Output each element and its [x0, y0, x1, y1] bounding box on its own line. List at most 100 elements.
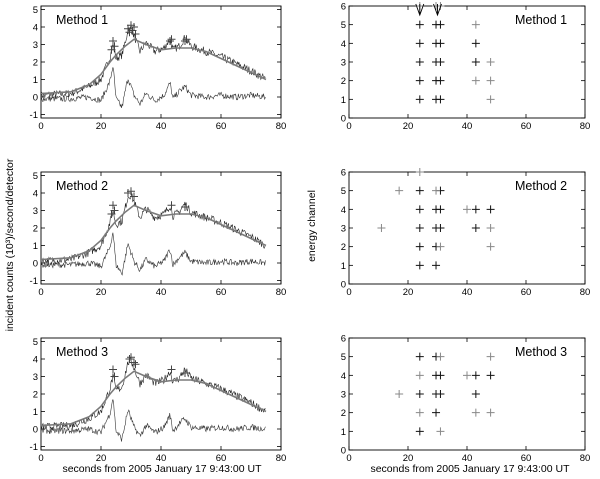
method-label: Method 2: [515, 179, 567, 193]
detection-marker: [436, 58, 445, 66]
detection-marker: [432, 261, 441, 270]
detection-marker: [486, 205, 495, 214]
x-tick-label: 60: [216, 121, 227, 132]
detection-marker: [415, 242, 424, 251]
residual-line: [40, 232, 266, 276]
detection-marker: [436, 39, 445, 48]
x-tick-label: 20: [96, 453, 107, 464]
detection-marker: [463, 371, 471, 380]
x-tick-label: 20: [403, 287, 414, 298]
x-tick-label: 60: [216, 287, 227, 298]
y-tick-label: 4: [33, 23, 38, 34]
detection-marker: [131, 30, 140, 38]
x-tick-label: 40: [462, 287, 473, 298]
x-tick-label: 20: [403, 121, 414, 132]
detection-marker: [471, 408, 480, 417]
left-ylabel: incident counts (10³)/second/detector: [4, 158, 16, 331]
x-tick-label: 0: [38, 453, 43, 464]
detection-marker: [463, 205, 471, 214]
y-tick-label: 5: [341, 20, 346, 31]
detection-marker: [486, 242, 495, 251]
y-tick-label: 4: [341, 205, 346, 216]
detection-marker: [415, 427, 424, 436]
x-tick-label: 20: [96, 287, 107, 298]
x-tick-label: 0: [346, 453, 351, 464]
method-label: Method 3: [56, 345, 108, 359]
smooth-background-line: [40, 370, 267, 427]
down-arrow-icon: [415, 3, 425, 17]
detection-marker: [415, 76, 424, 85]
right-xlabel: seconds from 2005 January 17 9:43:00 UT: [370, 463, 570, 475]
detection-marker: [471, 224, 480, 232]
detection-marker: [167, 35, 176, 44]
method-label: Method 2: [56, 179, 108, 193]
y-tick-label: 2: [341, 76, 346, 87]
x-tick-label: 80: [580, 453, 591, 464]
x-tick-label: 80: [276, 453, 287, 464]
y-tick-label: 4: [341, 39, 346, 50]
y-tick-label: 0: [341, 114, 346, 125]
y-tick-label: 6: [341, 168, 346, 179]
detection-marker: [415, 371, 424, 380]
detection-marker: [181, 369, 189, 377]
x-tick-label: 20: [403, 453, 414, 464]
detection-marker: [432, 186, 441, 195]
y-tick-label: -1: [30, 442, 38, 453]
y-tick-label: 1: [33, 241, 38, 252]
y-tick-label: 3: [341, 390, 346, 401]
x-tick-label: 40: [462, 121, 473, 132]
detection-marker: [471, 20, 480, 29]
y-tick-label: 5: [33, 171, 38, 182]
detection-marker: [167, 365, 176, 374]
x-tick-label: 40: [156, 453, 167, 464]
y-tick-label: 4: [33, 355, 38, 366]
detection-marker: [130, 192, 138, 201]
detection-marker: [415, 58, 424, 66]
detection-marker: [415, 261, 424, 270]
detection-marker: [436, 205, 445, 214]
y-tick-label: 3: [33, 206, 38, 217]
y-tick-label: 0: [33, 259, 38, 270]
y-tick-label: 2: [341, 242, 346, 253]
method-label: Method 3: [515, 345, 567, 359]
x-tick-label: 80: [276, 287, 287, 298]
detection-marker: [436, 224, 445, 232]
method-label: Method 1: [515, 13, 567, 27]
detection-marker: [471, 39, 480, 48]
x-tick-label: 20: [96, 121, 107, 132]
y-tick-label: 0: [33, 93, 38, 104]
y-tick-label: 5: [33, 5, 38, 16]
y-tick-label: 1: [341, 95, 346, 106]
x-tick-label: 60: [521, 287, 532, 298]
x-tick-label: 40: [462, 453, 473, 464]
detection-marker: [181, 203, 189, 211]
down-arrow-icon: [433, 3, 442, 17]
detection-marker: [127, 187, 135, 196]
y-tick-label: 3: [341, 224, 346, 235]
x-tick-label: 60: [216, 453, 227, 464]
detection-marker: [486, 352, 495, 361]
detection-marker: [109, 201, 117, 210]
detection-marker: [436, 371, 445, 380]
y-tick-label: 5: [33, 337, 38, 348]
detection-marker: [436, 20, 445, 29]
y-tick-label: 5: [341, 186, 346, 197]
y-tick-label: 3: [33, 40, 38, 51]
detection-marker: [415, 224, 424, 232]
y-tick-label: 4: [33, 189, 38, 200]
y-tick-label: 1: [341, 261, 346, 272]
y-tick-label: -1: [30, 110, 38, 121]
y-tick-label: 0: [341, 446, 346, 457]
detection-marker: [166, 37, 174, 45]
y-tick-label: 1: [33, 407, 38, 418]
panel-right-3: 0 20 40 60 80 0 1 2 3 4 5 6 Method 3: [341, 334, 591, 465]
y-tick-label: 4: [341, 371, 346, 382]
x-tick-label: 60: [521, 453, 532, 464]
y-tick-label: 2: [341, 408, 346, 419]
y-tick-label: 3: [341, 58, 346, 69]
detection-marker: [415, 20, 424, 29]
